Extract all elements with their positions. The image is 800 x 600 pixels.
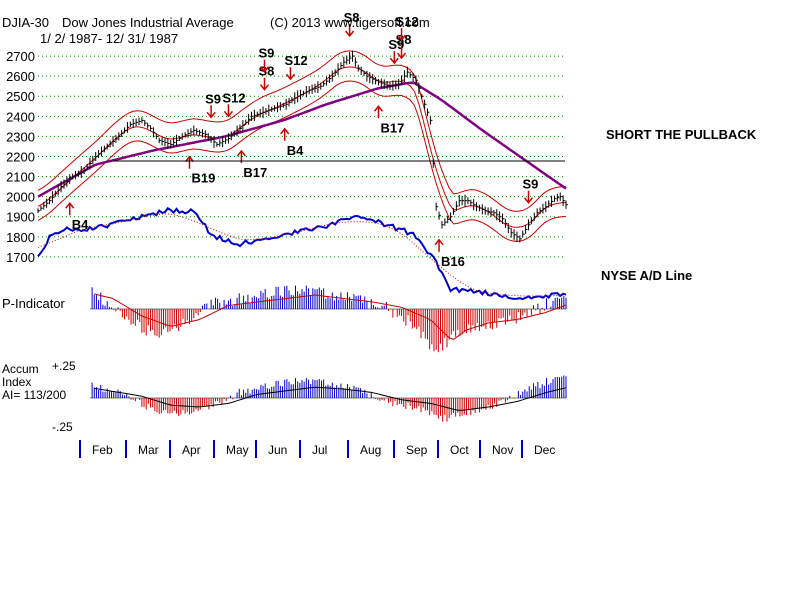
oscillator-ma <box>94 386 567 411</box>
signal-label: S12 <box>396 14 419 29</box>
sell-arrowhead <box>223 110 234 118</box>
signal-label: B17 <box>243 165 267 180</box>
buy-arrowhead <box>184 155 195 163</box>
month-label: Dec <box>534 443 555 457</box>
lower-band <box>37 80 567 242</box>
price-y-ticks: 1700 1800 1900 2000 2100 2200 2300 2400 2500 2600… <box>6 49 35 265</box>
accum-top-tick: +.25 <box>52 359 76 373</box>
sell-arrowhead <box>389 57 399 65</box>
sell-arrowhead <box>206 111 216 119</box>
signal-label: S9 <box>388 37 404 52</box>
accum-label-line2: Index <box>2 375 31 389</box>
month-label: Sep <box>406 443 428 457</box>
buy-arrowhead <box>434 238 444 246</box>
y-tick-label: 2600 <box>6 69 35 84</box>
signal-label: S8 <box>344 10 360 25</box>
ad-line-layer <box>37 206 567 301</box>
y-tick-label: 2300 <box>6 129 35 144</box>
y-tick-label: 1900 <box>6 210 35 225</box>
month-label: Apr <box>182 443 201 457</box>
month-label: May <box>226 443 249 457</box>
y-tick-label: 2500 <box>6 89 35 104</box>
month-label: Nov <box>492 443 513 457</box>
date-range: 1/ 2/ 1987- 12/ 31/ 1987 <box>40 31 178 46</box>
y-tick-label: 2200 <box>6 149 35 164</box>
y-tick-label: 2700 <box>6 49 35 64</box>
oscillator-ma <box>94 293 567 340</box>
buy-arrowhead <box>236 149 246 157</box>
month-label: Mar <box>138 443 159 457</box>
commentary-label: SHORT THE PULLBACK <box>606 127 757 142</box>
sell-arrowhead <box>523 197 534 204</box>
ad-line-ma <box>37 213 567 297</box>
y-tick-label: 1700 <box>6 250 35 265</box>
signal-label: B17 <box>380 120 404 135</box>
buy-arrowhead <box>280 127 290 135</box>
accum-bottom-tick: -.25 <box>52 420 73 434</box>
upper-band <box>37 50 567 212</box>
sell-arrowhead <box>396 34 407 42</box>
accum-index-panel <box>90 375 567 422</box>
ad-line-label: NYSE A/D Line <box>601 268 692 283</box>
y-tick-label: 2400 <box>6 109 35 124</box>
month-axis: Feb Mar Apr May Jun Jul Aug Sep Oct Nov Dec <box>79 440 555 458</box>
signal-label: B19 <box>191 171 215 186</box>
signal-label: B4 <box>287 143 304 158</box>
price-bars <box>37 50 568 243</box>
signal-label: B4 <box>72 217 89 232</box>
signal-label: B16 <box>441 254 465 269</box>
y-tick-label: 2000 <box>6 190 35 205</box>
p-indicator-panel <box>90 285 567 353</box>
accum-label-line1: Accum <box>2 362 39 376</box>
signal-label: S8 <box>258 64 274 79</box>
month-label: Aug <box>360 443 381 457</box>
ma-line-layer <box>37 81 567 198</box>
ad-line <box>37 206 567 301</box>
signal-label: S9 <box>258 46 274 61</box>
signal-label: S9 <box>522 177 538 192</box>
sell-arrowhead <box>259 84 270 91</box>
chart-title: Dow Jones Industrial Average <box>62 15 234 30</box>
accum-label-line3: AI= 113/200 <box>2 388 66 402</box>
month-label: Oct <box>450 443 469 457</box>
signal-label: S8 <box>396 32 412 47</box>
month-label: Feb <box>92 443 113 457</box>
signal-label: S12 <box>222 90 245 105</box>
copyright-text: (C) 2013 www.tigersoft.com <box>270 15 430 30</box>
sell-arrowhead <box>396 52 407 60</box>
y-tick-label: 1800 <box>6 230 35 245</box>
buy-arrowhead <box>373 105 384 112</box>
buy-arrowhead <box>65 201 75 209</box>
signal-label: S9 <box>205 91 221 106</box>
y-tick-label: 2100 <box>6 170 35 185</box>
sell-arrowhead <box>285 73 296 81</box>
sell-arrowhead <box>259 66 270 73</box>
month-label: Jul <box>312 443 327 457</box>
p-indicator-label: P-Indicator <box>2 296 66 311</box>
signal-label: S12 <box>284 53 307 68</box>
ma-200-line <box>37 81 567 198</box>
chart-ticker: DJIA-30 <box>2 15 49 30</box>
sell-arrowhead <box>345 30 355 38</box>
month-label: Jun <box>268 443 287 457</box>
